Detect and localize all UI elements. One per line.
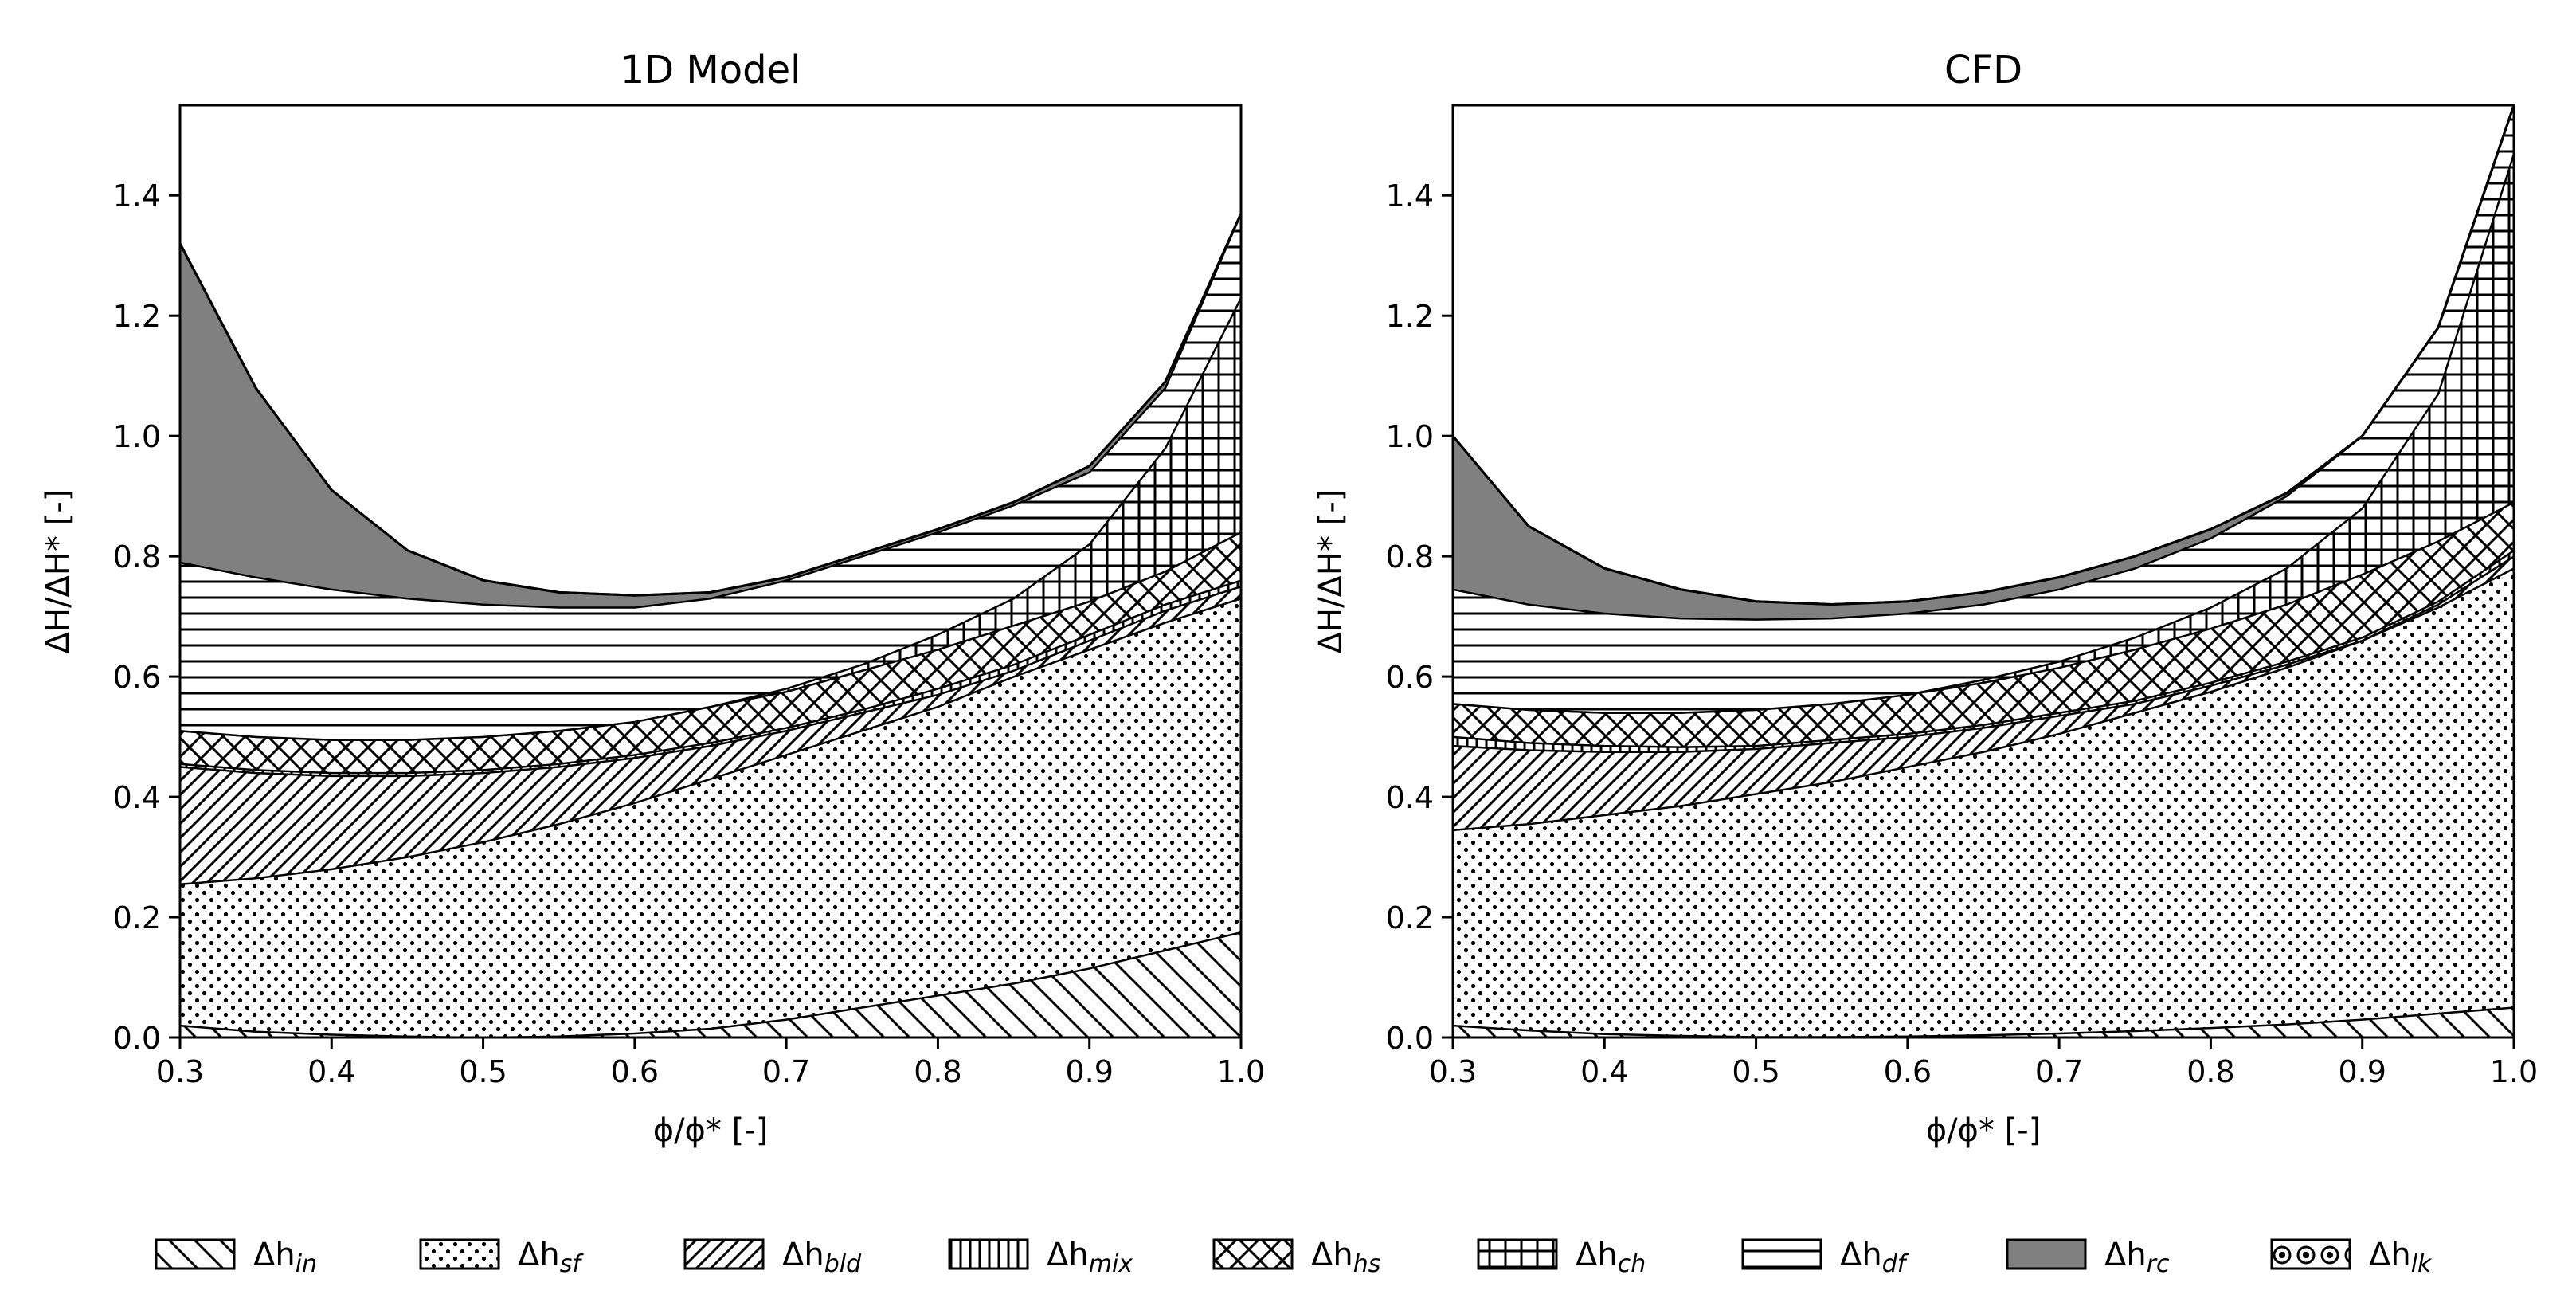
x-tick-label: 0.8 (914, 1054, 961, 1089)
legend-swatch (2270, 1238, 2351, 1270)
x-tick-label: 0.4 (1580, 1054, 1628, 1089)
legend-item-rc: Δhrc (2006, 1237, 2170, 1278)
legend-swatch (1477, 1238, 1558, 1270)
legend-item-in: Δhin (155, 1237, 317, 1278)
legend-item-hs: Δhhs (1212, 1237, 1380, 1278)
x-tick-label: 0.8 (2186, 1054, 2234, 1089)
legend-swatch (948, 1238, 1029, 1270)
legend-item-mix: Δhmix (948, 1237, 1133, 1278)
y-tick-label: 0.2 (1386, 900, 1434, 935)
legend-label: Δhbld (782, 1237, 862, 1278)
x-tick-label: 0.9 (1065, 1054, 1113, 1089)
y-tick-label: 1.0 (1386, 419, 1434, 454)
legend-label: Δhmix (1047, 1237, 1133, 1278)
x-tick-label: 0.6 (1884, 1054, 1932, 1089)
y-tick-label: 0.6 (113, 660, 161, 695)
x-tick-label: 0.7 (2035, 1054, 2083, 1089)
y-tick-label: 1.4 (1386, 178, 1434, 214)
x-tick-label: 0.3 (156, 1054, 204, 1089)
legend-label: Δhin (253, 1237, 317, 1278)
y-tick-label: 0.8 (1386, 539, 1434, 575)
legend-item-ch: Δhch (1477, 1237, 1646, 1278)
x-tick-label: 0.4 (307, 1054, 355, 1089)
x-tick-label: 0.3 (1429, 1054, 1477, 1089)
stacked-areas (180, 212, 1241, 1037)
legend-item-lk: Δhlk (2270, 1237, 2433, 1278)
legend: Δhin Δhsf Δhbld Δhmix Δhhs Δhch Δhdf Δhrc Δhlk (155, 1237, 2433, 1278)
legend-label: Δhch (1576, 1237, 1646, 1278)
stacked-areas (1453, 105, 2514, 1037)
y-axis-label: ΔH/ΔH* [-] (1313, 489, 1349, 654)
plot-frame (1451, 104, 2515, 1039)
y-tick-label: 0.2 (113, 900, 161, 935)
y-tick-label: 1.0 (113, 419, 161, 454)
legend-swatch (1212, 1238, 1294, 1270)
x-tick-label: 0.9 (2338, 1054, 2386, 1089)
legend-swatch (155, 1238, 236, 1270)
y-tick-label: 1.2 (1386, 299, 1434, 334)
legend-label: Δhhs (1311, 1237, 1380, 1278)
legend-item-df: Δhdf (1741, 1237, 1909, 1278)
panels: 0.3 0.4 0.5 0.6 0.7 0.8 0.9 1.0 0.0 0.2 0.4 0.6 0.8 1… (40, 48, 2538, 1149)
y-axis-label: ΔH/ΔH* [-] (40, 489, 76, 654)
y-tick-label: 1.2 (113, 299, 161, 334)
x-tick-label: 0.7 (762, 1054, 810, 1089)
chart-panel-1: 0.3 0.4 0.5 0.6 0.7 0.8 0.9 1.0 0.0 0.2 0.4 0.6 0.8 1… (40, 48, 1265, 1149)
y-tick-label: 1.4 (113, 178, 161, 214)
x-axis-label: ϕ/ϕ* [-] (1926, 1112, 2042, 1149)
y-tick-label: 0.4 (1386, 780, 1434, 815)
legend-item-bld: Δhbld (683, 1237, 862, 1278)
legend-swatch (1741, 1238, 1822, 1270)
legend-swatch (419, 1238, 500, 1270)
y-tick-label: 0.0 (113, 1021, 161, 1056)
y-tick-label: 0.8 (113, 539, 161, 575)
legend-swatch (2006, 1238, 2087, 1270)
chart-title: CFD (1944, 48, 2022, 92)
legend-swatch (683, 1238, 765, 1270)
legend-item-sf: Δhsf (419, 1237, 584, 1278)
legend-label: Δhrc (2104, 1237, 2170, 1278)
chart-title: 1D Model (621, 48, 801, 92)
y-tick-label: 0.4 (113, 780, 161, 815)
chart-panel-2: 0.3 0.4 0.5 0.6 0.7 0.8 0.9 1.0 0.0 0.2 0.4 0.6 0.8 1… (1313, 48, 2538, 1149)
x-tick-label: 1.0 (1217, 1054, 1265, 1089)
boundary-line-lk (1453, 105, 2514, 606)
legend-label: Δhlk (2369, 1237, 2433, 1278)
x-tick-label: 0.6 (611, 1054, 659, 1089)
legend-label: Δhsf (518, 1237, 584, 1278)
y-tick-label: 0.6 (1386, 660, 1434, 695)
boundary-line-lk (180, 213, 1241, 597)
x-tick-label: 0.5 (1732, 1054, 1779, 1089)
plot-frame (178, 104, 1243, 1039)
x-tick-label: 0.5 (459, 1054, 507, 1089)
legend-label: Δhdf (1840, 1237, 1909, 1278)
x-tick-label: 1.0 (2490, 1054, 2538, 1089)
y-tick-label: 0.0 (1386, 1021, 1434, 1056)
x-axis-label: ϕ/ϕ* [-] (653, 1112, 769, 1149)
